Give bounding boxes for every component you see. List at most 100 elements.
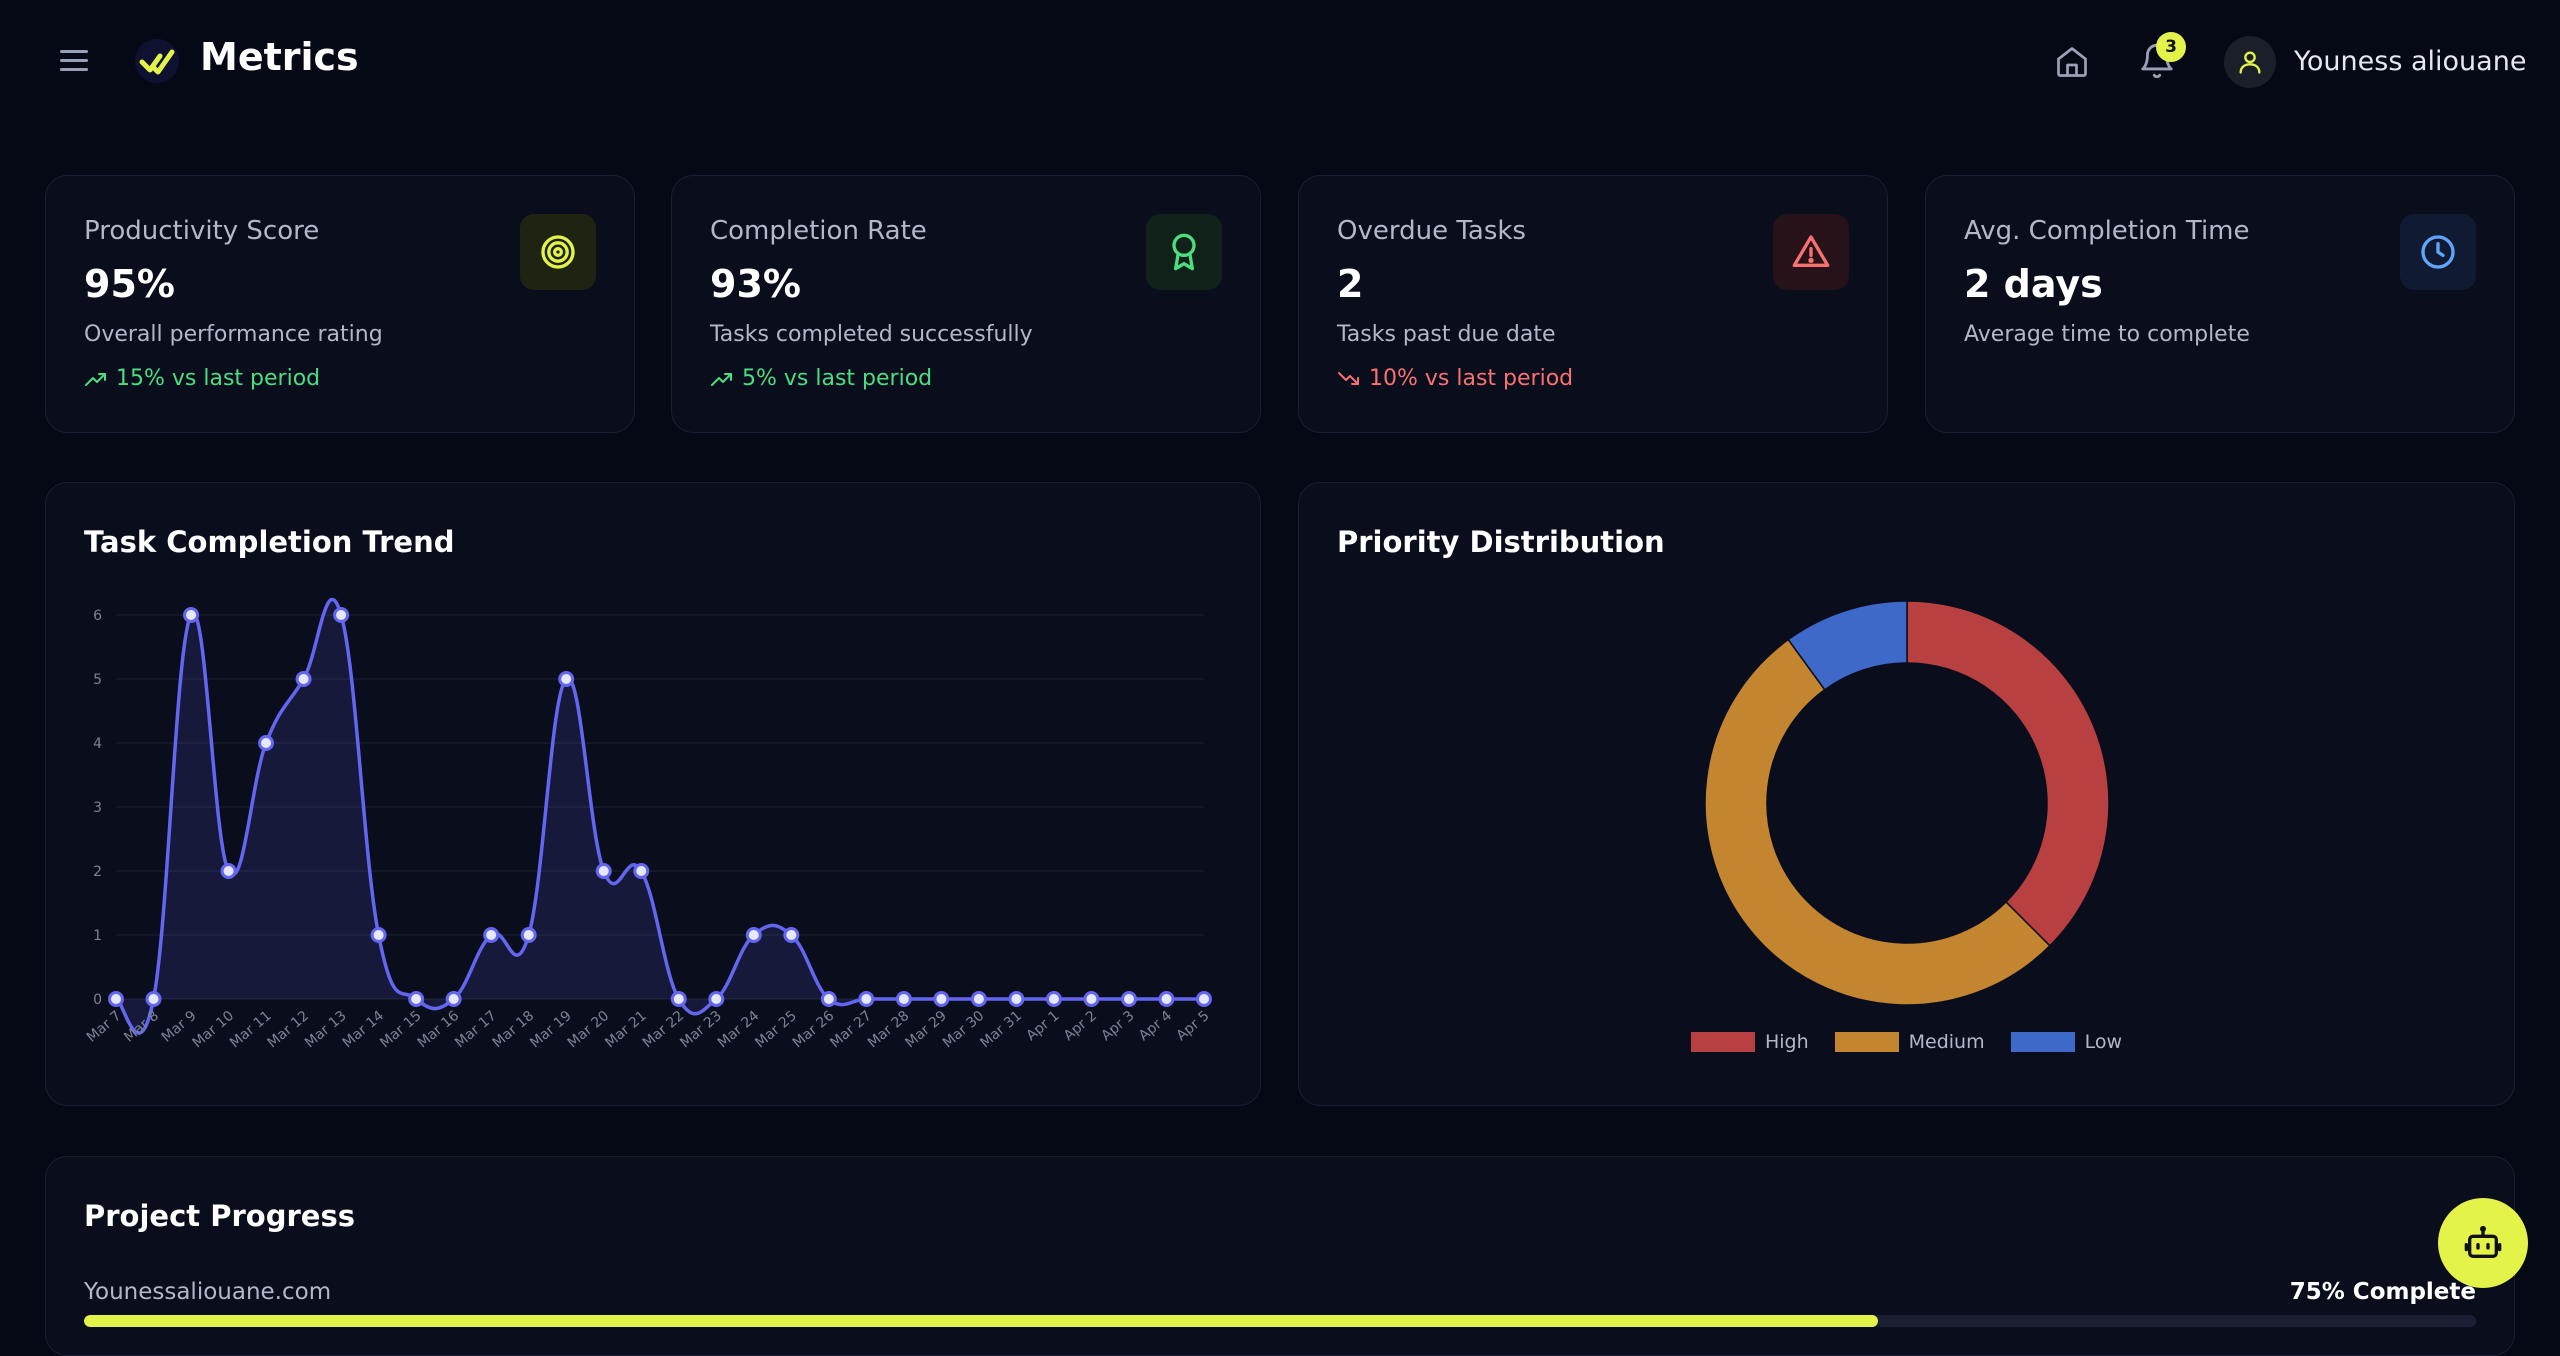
x-tick-label: Mar 30: [940, 1008, 988, 1052]
data-point[interactable]: [1196, 991, 1212, 1007]
y-tick-label: 0: [93, 992, 102, 1008]
legend-item-medium[interactable]: Medium: [1834, 1031, 1985, 1053]
bell-icon[interactable]: [2138, 42, 2176, 80]
home-icon[interactable]: [2054, 44, 2090, 80]
data-point[interactable]: [295, 671, 312, 687]
x-tick-label: Mar 27: [827, 1008, 875, 1052]
trend-text: 5% vs last period: [742, 366, 933, 391]
x-tick-label: Mar 22: [640, 1008, 688, 1052]
x-tick-label: Mar 29: [902, 1008, 950, 1052]
stat-subtitle: Tasks past due date: [1337, 322, 1556, 347]
stat-trend: 15% vs last period: [84, 366, 320, 391]
data-point[interactable]: [820, 991, 837, 1007]
x-tick-label: Mar 14: [340, 1008, 388, 1052]
y-tick-label: 2: [93, 864, 102, 880]
y-tick-label: 4: [93, 736, 102, 752]
user-name[interactable]: Youness aliouane: [2294, 46, 2527, 77]
data-point[interactable]: [483, 927, 500, 943]
x-tick-label: Apr 5: [1174, 1008, 1213, 1044]
logo-check-icon: [134, 38, 180, 84]
data-point[interactable]: [333, 607, 350, 623]
data-point[interactable]: [183, 607, 200, 623]
data-point[interactable]: [895, 991, 912, 1007]
data-point[interactable]: [858, 991, 875, 1007]
target-icon: [520, 214, 596, 290]
stat-card-overdue: Overdue Tasks 2 Tasks past due date 10% …: [1298, 175, 1888, 433]
data-point[interactable]: [1083, 991, 1100, 1007]
progress-fill: [84, 1315, 1878, 1327]
legend-item-high[interactable]: High: [1690, 1031, 1809, 1053]
data-point[interactable]: [370, 927, 387, 943]
bot-icon[interactable]: [2438, 1198, 2528, 1288]
stat-title: Avg. Completion Time: [1964, 216, 2250, 246]
data-point[interactable]: [933, 991, 950, 1007]
panel-title: Project Progress: [84, 1199, 355, 1233]
area-fill: [116, 599, 1204, 1034]
x-tick-label: Mar 24: [715, 1008, 763, 1052]
app-title: Metrics: [200, 35, 359, 79]
slice-medium[interactable]: [1704, 638, 2051, 1006]
legend-item-low[interactable]: Low: [2010, 1031, 2122, 1053]
data-point[interactable]: [445, 991, 462, 1007]
slice-high[interactable]: [1906, 600, 2110, 947]
trending-up-icon: [85, 372, 106, 386]
data-point[interactable]: [970, 991, 987, 1007]
x-tick-label: Apr 2: [1061, 1008, 1100, 1044]
avatar[interactable]: [2224, 36, 2276, 88]
data-point[interactable]: [670, 991, 687, 1007]
x-tick-label: Mar 15: [377, 1008, 425, 1052]
x-tick-label: Apr 1: [1023, 1008, 1062, 1044]
x-tick-label: Mar 17: [452, 1008, 500, 1052]
legend-label: Medium: [1908, 1031, 1985, 1053]
data-point[interactable]: [220, 863, 237, 879]
data-point[interactable]: [1120, 991, 1137, 1007]
x-tick-label: Mar 21: [602, 1008, 650, 1052]
stat-trend: 5% vs last period: [710, 366, 932, 391]
trend-text: 15% vs last period: [116, 366, 321, 391]
x-tick-label: Mar 26: [790, 1008, 838, 1052]
stat-subtitle: Overall performance rating: [84, 322, 383, 347]
data-point[interactable]: [145, 991, 162, 1007]
data-point[interactable]: [633, 863, 650, 879]
data-point[interactable]: [1045, 991, 1062, 1007]
stat-subtitle: Average time to complete: [1964, 322, 2250, 347]
data-point[interactable]: [1008, 991, 1025, 1007]
project-name[interactable]: Younessaliouane.com: [84, 1279, 332, 1305]
x-tick-label: Mar 31: [977, 1008, 1025, 1052]
stat-value: 93%: [710, 262, 801, 306]
x-tick-label: Mar 19: [527, 1008, 575, 1052]
x-tick-label: Mar 23: [677, 1008, 725, 1052]
x-tick-label: Mar 7: [84, 1008, 125, 1046]
x-tick-label: Apr 3: [1098, 1008, 1137, 1044]
stat-card-avg-time: Avg. Completion Time 2 days Average time…: [1925, 175, 2515, 433]
data-point[interactable]: [258, 735, 275, 751]
panel-title: Priority Distribution: [1337, 525, 1665, 559]
data-point[interactable]: [1158, 991, 1175, 1007]
stat-value: 2: [1337, 262, 1364, 306]
trending-down-icon: [1338, 371, 1359, 385]
x-tick-label: Mar 16: [415, 1008, 463, 1052]
data-point[interactable]: [783, 927, 800, 943]
stat-title: Completion Rate: [710, 216, 927, 246]
stat-value: 95%: [84, 262, 175, 306]
y-tick-label: 6: [93, 608, 102, 624]
x-tick-label: Apr 4: [1136, 1008, 1175, 1044]
award-icon: [1146, 214, 1222, 290]
menu-icon[interactable]: [58, 46, 92, 76]
data-point[interactable]: [520, 927, 537, 943]
data-point[interactable]: [408, 991, 425, 1007]
y-tick-label: 1: [93, 928, 102, 944]
data-point[interactable]: [595, 863, 612, 879]
trend-text: 10% vs last period: [1369, 366, 1574, 391]
legend-swatch: [1834, 1032, 1899, 1052]
data-point[interactable]: [708, 991, 725, 1007]
priority-distribution-panel: Priority Distribution High Medium Low: [1298, 482, 2515, 1106]
data-point[interactable]: [108, 991, 124, 1007]
legend-swatch: [1690, 1032, 1755, 1052]
x-tick-label: Mar 28: [865, 1008, 913, 1052]
data-point[interactable]: [745, 927, 762, 943]
progress-bar: [84, 1315, 2476, 1327]
slice-low[interactable]: [1787, 600, 1908, 691]
data-point[interactable]: [558, 671, 575, 687]
